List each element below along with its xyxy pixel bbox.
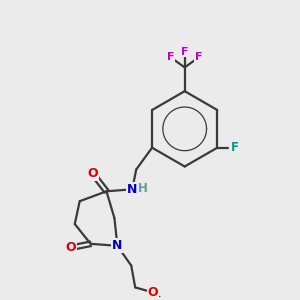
Text: N: N: [112, 239, 123, 252]
Text: O: O: [87, 167, 98, 180]
Text: H: H: [138, 182, 148, 195]
Text: F: F: [231, 141, 239, 154]
Text: F: F: [195, 52, 202, 62]
Text: F: F: [167, 52, 175, 62]
Text: N: N: [127, 183, 137, 196]
Text: F: F: [181, 46, 188, 56]
Text: O: O: [148, 286, 158, 299]
Text: O: O: [65, 241, 76, 254]
